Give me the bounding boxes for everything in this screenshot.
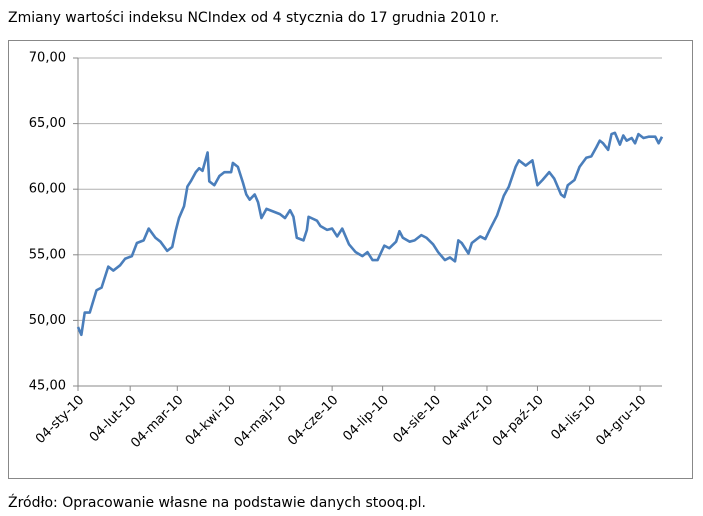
x-tick-label: 04-gru-10 bbox=[593, 393, 649, 449]
chart-frame bbox=[8, 40, 693, 479]
x-tick-label: 04-cze-10 bbox=[285, 393, 341, 449]
y-tick-label: 70,00 bbox=[29, 51, 66, 66]
x-tick-label: 04-lip-10 bbox=[340, 393, 392, 445]
x-tick-label: 04-paź-10 bbox=[490, 393, 547, 450]
chart-title: Zmiany wartości indeksu NCIndex od 4 sty… bbox=[8, 10, 499, 26]
x-tick-label: 04-kwi-10 bbox=[183, 393, 239, 449]
y-tick-label: 55,00 bbox=[29, 247, 66, 262]
data-line bbox=[76, 131, 664, 337]
x-tick-label: 04-sie-10 bbox=[390, 393, 444, 447]
y-tick-label: 65,00 bbox=[29, 116, 66, 131]
x-tick-label: 04-sty-10 bbox=[33, 393, 87, 447]
y-tick-label: 60,00 bbox=[29, 182, 66, 197]
x-tick-label: 04-wrz-10 bbox=[440, 393, 497, 450]
x-tick-label: 04-lis-10 bbox=[548, 393, 599, 444]
y-tick-label: 45,00 bbox=[29, 379, 66, 394]
x-tick-label: 04-maj-10 bbox=[231, 393, 289, 451]
y-tick-label: 50,00 bbox=[29, 313, 66, 328]
source-note: Źródło: Opracowanie własne na podstawie … bbox=[8, 493, 426, 511]
